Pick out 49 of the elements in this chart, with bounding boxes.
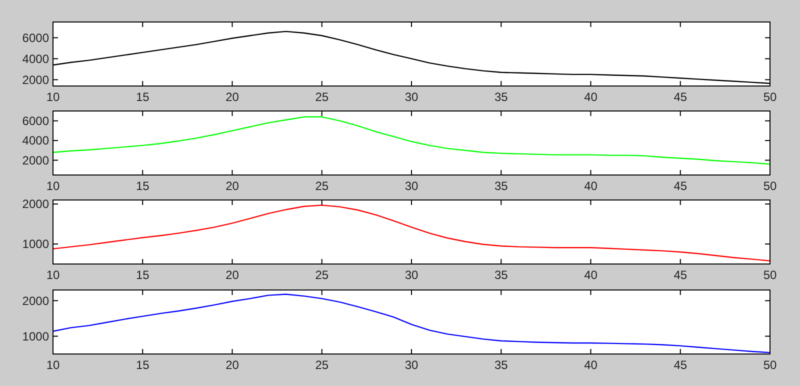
y-tick-label: 2000 — [22, 153, 50, 168]
x-tick-label: 25 — [315, 358, 329, 372]
x-tick-label: 20 — [226, 179, 240, 193]
y-tick-label: 6000 — [22, 114, 50, 128]
x-tick-label: 20 — [226, 358, 240, 372]
x-tick-label: 40 — [584, 358, 598, 372]
x-tick-label: 20 — [226, 90, 240, 104]
x-tick-label: 50 — [763, 90, 777, 104]
x-tick-label: 35 — [494, 179, 508, 193]
x-tick-label: 40 — [584, 90, 598, 104]
x-tick-label: 35 — [494, 358, 508, 372]
x-tick-label: 40 — [584, 179, 598, 193]
x-tick-label: 15 — [136, 358, 150, 372]
x-tick-label: 30 — [404, 90, 418, 104]
y-tick-label: 2000 — [22, 294, 50, 308]
x-tick-label: 25 — [315, 268, 329, 282]
x-tick-label: 25 — [315, 90, 329, 104]
y-tick-label: 1000 — [22, 237, 50, 252]
y-tick-label: 1000 — [22, 329, 50, 344]
x-tick-label: 45 — [674, 358, 688, 372]
x-tick-label: 35 — [494, 268, 508, 282]
line-series — [52, 116, 771, 165]
y-tick-label: 2000 — [22, 197, 50, 212]
x-tick-label: 35 — [494, 90, 508, 104]
x-tick-label: 10 — [46, 268, 60, 282]
x-tick-label: 50 — [763, 179, 777, 193]
y-tick-label: 2000 — [22, 72, 50, 87]
x-tick-label: 25 — [315, 179, 329, 193]
x-tick-label: 30 — [404, 358, 418, 372]
x-tick-label: 10 — [46, 90, 60, 104]
x-tick-label: 10 — [46, 179, 60, 193]
x-tick-label: 10 — [46, 358, 60, 372]
x-tick-label: 15 — [136, 268, 150, 282]
x-tick-label: 45 — [674, 90, 688, 104]
x-tick-label: 30 — [404, 268, 418, 282]
x-tick-label: 45 — [674, 179, 688, 193]
x-tick-label: 20 — [226, 268, 240, 282]
x-tick-label: 45 — [674, 268, 688, 282]
x-tick-label: 40 — [584, 268, 598, 282]
x-tick-label: 30 — [404, 179, 418, 193]
line-series — [52, 204, 771, 262]
y-tick-label: 4000 — [22, 52, 50, 66]
x-tick-label: 15 — [136, 179, 150, 193]
x-tick-label: 50 — [763, 358, 777, 372]
y-tick-label: 4000 — [22, 134, 50, 148]
x-tick-label: 15 — [136, 90, 150, 104]
x-tick-label: 50 — [763, 268, 777, 282]
y-tick-label: 6000 — [22, 30, 50, 45]
line-series — [52, 294, 771, 354]
